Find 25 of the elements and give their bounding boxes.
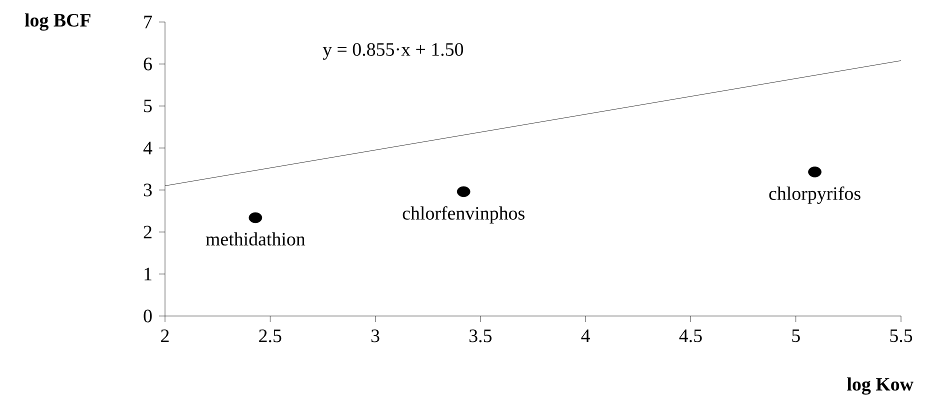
point: [456, 186, 470, 198]
x-axis-title: log Kow: [847, 377, 914, 395]
annotation: chlorfenvinphos: [402, 206, 524, 224]
y-tick-label: 1: [144, 268, 152, 280]
x-tick-label: 4: [581, 330, 590, 342]
y-tick-label: 2: [144, 226, 152, 238]
y-tick-label: 0: [144, 310, 152, 322]
y-axis-title: log BCF: [24, 13, 90, 31]
y-tick-label: 4: [143, 142, 152, 154]
x-tick-label: 3: [371, 330, 380, 342]
x-tick-label: 2: [161, 330, 169, 342]
y-tick-label: 6: [144, 58, 152, 70]
y-tick-label: 7: [144, 16, 152, 28]
y-tick-label: 5: [144, 100, 152, 112]
x-tick-label: 2.5: [259, 330, 282, 342]
point: [248, 212, 262, 224]
annotation: methidathion: [206, 232, 306, 246]
x-tick-label: 5.5: [890, 330, 912, 342]
x-tick-label: 3.5: [470, 330, 492, 342]
point: [808, 166, 822, 178]
x-tick-label: 5: [792, 330, 800, 342]
annotation: chlorpyrifos: [769, 186, 860, 204]
y-tick-label: 3: [144, 184, 152, 196]
annotation: y = 0.855·x + 1.50: [322, 43, 464, 60]
x-tick-label: 4.5: [679, 330, 702, 342]
